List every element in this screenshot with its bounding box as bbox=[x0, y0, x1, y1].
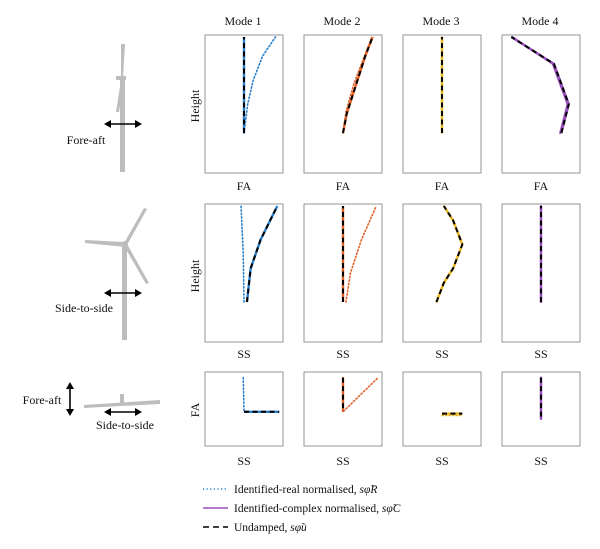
blade-right bbox=[123, 208, 147, 245]
panel-xlabel-r3-c2: SS bbox=[336, 454, 349, 468]
panel-xlabel-r3-c3: SS bbox=[435, 454, 448, 468]
panel-r3-c3 bbox=[402, 371, 482, 447]
panel-r1-c3 bbox=[402, 34, 482, 174]
panel-xlabel-r1-c3: FA bbox=[435, 179, 450, 193]
blade-side-to-side-label: Side-to-side bbox=[96, 418, 154, 432]
fore-aft-arrow bbox=[104, 120, 142, 128]
turbine-side-to-side-illustration: Side-to-side bbox=[55, 208, 149, 340]
side-to-side-arrow bbox=[104, 289, 142, 297]
panel-xlabel-r1-c4: FA bbox=[534, 179, 549, 193]
panel-xlabel-r3-c1: SS bbox=[237, 454, 250, 468]
legend: Identified-real normalised, sφ̃R Identif… bbox=[203, 484, 401, 534]
panel-r1-c1 bbox=[204, 34, 284, 174]
row1-ylabel: Height bbox=[188, 89, 202, 122]
hub bbox=[122, 241, 128, 247]
column-header-mode-4: Mode 4 bbox=[522, 14, 559, 28]
blade-fore-aft-label: Fore-aft bbox=[23, 393, 62, 407]
undamped-mode-line bbox=[342, 36, 374, 134]
legend-text-undamped: Undamped, sφ̃u bbox=[234, 522, 307, 534]
row3-ylabel: FA bbox=[188, 402, 202, 417]
panel-r3-c4 bbox=[501, 371, 581, 447]
panel-xlabel-r2-c3: SS bbox=[435, 347, 448, 361]
blade-down bbox=[116, 80, 124, 112]
turbine-fore-aft-illustration: Fore-aft bbox=[67, 44, 142, 172]
tower-front-view bbox=[122, 244, 127, 340]
undamped-mode-line bbox=[435, 205, 464, 303]
legend-item-undamped: Undamped, sφ̃u bbox=[203, 522, 307, 534]
fore-aft-vertical-arrow bbox=[66, 382, 74, 416]
blade-left bbox=[85, 240, 126, 247]
panel-xlabel-r2-c4: SS bbox=[534, 347, 547, 361]
panel-r1-c2 bbox=[303, 34, 383, 174]
column-header-mode-3: Mode 3 bbox=[423, 14, 460, 28]
column-headers: Mode 1 Mode 2 Mode 3 Mode 4 bbox=[225, 14, 559, 28]
fore-aft-label: Fore-aft bbox=[67, 133, 106, 147]
row2-ylabel: Height bbox=[188, 259, 202, 292]
mode-shape-panels bbox=[204, 34, 581, 447]
panel-xlabels: FA FA FA FA SS SS SS SS SS SS SS SS bbox=[237, 179, 549, 468]
legend-item-identified-complex: Identified-complex normalised, sφ̃C bbox=[203, 503, 401, 515]
panel-frame bbox=[402, 371, 482, 447]
panel-r3-c2 bbox=[303, 371, 383, 447]
nacelle-top-view bbox=[120, 394, 124, 404]
side-to-side-horizontal-arrow bbox=[104, 408, 142, 416]
blade-lower bbox=[123, 244, 149, 284]
panel-frame bbox=[402, 203, 482, 343]
panel-r1-c4 bbox=[501, 34, 581, 174]
legend-text-identified-real: Identified-real normalised, sφ̃R bbox=[234, 484, 377, 496]
panel-xlabel-r2-c1: SS bbox=[237, 347, 250, 361]
panel-r3-c1 bbox=[204, 371, 284, 447]
panel-xlabel-r3-c4: SS bbox=[534, 454, 547, 468]
turbine-top-view-illustration: Fore-aft Side-to-side bbox=[23, 382, 160, 432]
tower-side-view bbox=[120, 78, 125, 172]
nacelle bbox=[116, 76, 126, 80]
identified-mode-line bbox=[240, 205, 245, 303]
column-header-mode-1: Mode 1 bbox=[225, 14, 262, 28]
panel-xlabel-r1-c1: FA bbox=[237, 179, 252, 193]
legend-text-identified-complex: Identified-complex normalised, sφ̃C bbox=[234, 503, 401, 515]
panel-r2-c1 bbox=[204, 203, 284, 343]
panel-r2-c4 bbox=[501, 203, 581, 343]
panel-r2-c3 bbox=[402, 203, 482, 343]
panel-frame bbox=[303, 34, 383, 174]
panel-r2-c2 bbox=[303, 203, 383, 343]
undamped-mode-line bbox=[510, 36, 570, 134]
panel-xlabel-r1-c2: FA bbox=[336, 179, 351, 193]
mode-color-underlay bbox=[245, 205, 279, 303]
side-to-side-label: Side-to-side bbox=[55, 301, 113, 315]
identified-mode-line bbox=[243, 36, 277, 134]
column-header-mode-2: Mode 2 bbox=[324, 14, 361, 28]
panel-xlabel-r2-c2: SS bbox=[336, 347, 349, 361]
blade-up bbox=[121, 44, 125, 78]
identified-mode-line bbox=[345, 205, 378, 303]
legend-item-identified-real: Identified-real normalised, sφ̃R bbox=[203, 484, 377, 496]
